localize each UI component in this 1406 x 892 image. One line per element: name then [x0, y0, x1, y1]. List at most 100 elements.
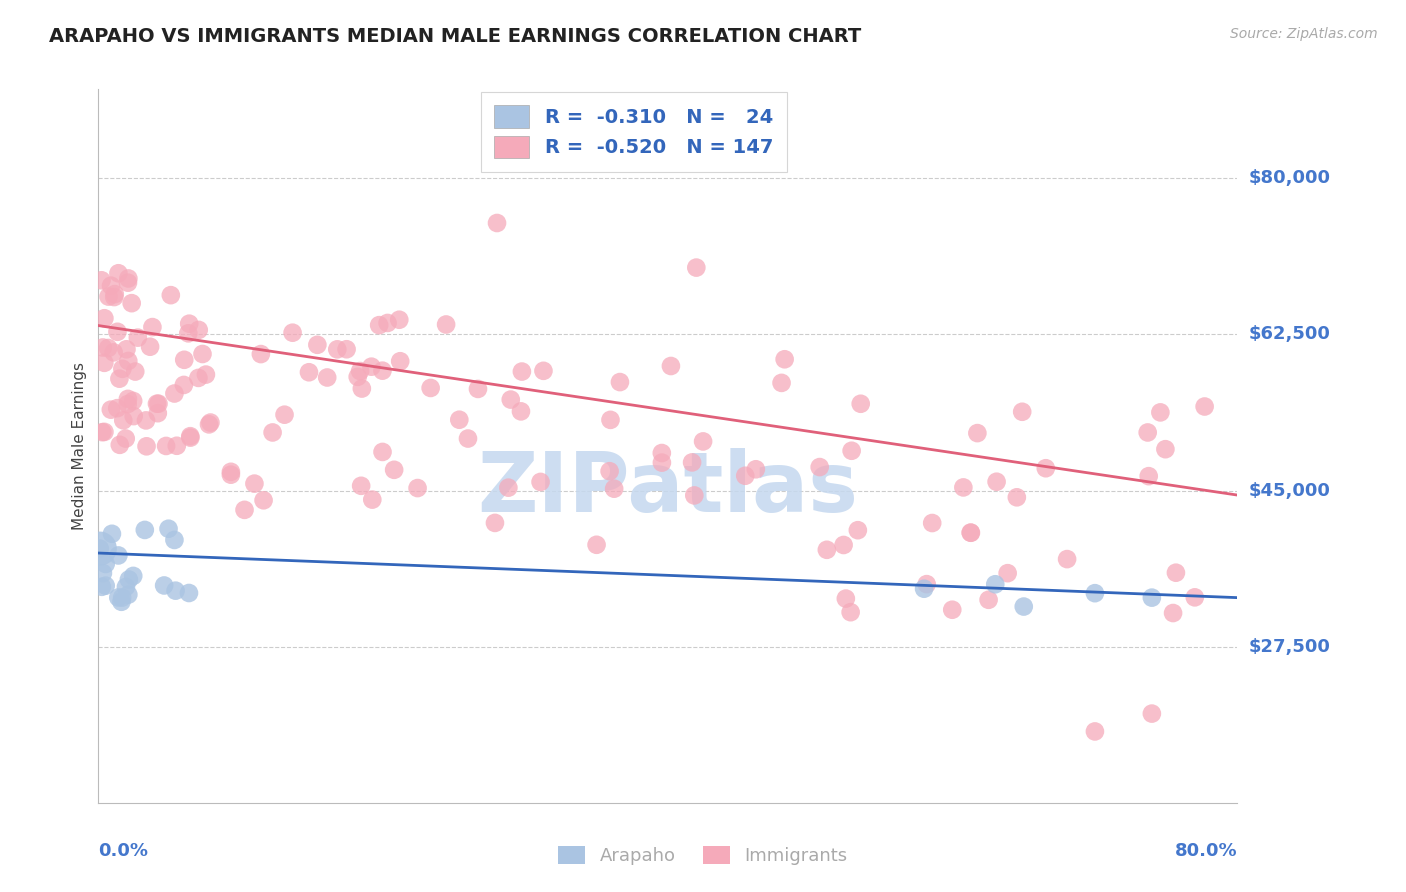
Point: [350, 479, 373, 493]
Point: [157, 522, 180, 536]
Point: [117, 392, 139, 406]
Point: [91, 566, 114, 580]
Point: [681, 455, 703, 469]
Text: 0.0%: 0.0%: [98, 842, 149, 860]
Point: [603, 482, 626, 496]
Point: [148, 397, 170, 411]
Point: [529, 475, 551, 489]
Point: [179, 317, 201, 331]
Point: [499, 392, 522, 407]
Point: [959, 525, 981, 540]
Point: [389, 354, 412, 368]
Point: [110, 595, 132, 609]
Point: [316, 370, 339, 384]
Point: [651, 446, 673, 460]
Point: [107, 266, 129, 280]
Point: [153, 578, 176, 592]
Point: [114, 432, 136, 446]
Point: [146, 397, 169, 411]
Point: [141, 320, 163, 334]
Point: [273, 408, 295, 422]
Point: [91, 341, 114, 355]
Point: [692, 434, 714, 449]
Point: [457, 432, 479, 446]
Point: [108, 372, 131, 386]
Point: [194, 368, 217, 382]
Point: [915, 577, 938, 591]
Point: [1154, 442, 1177, 457]
Point: [93, 425, 115, 439]
Point: [104, 287, 127, 301]
Point: [1161, 606, 1184, 620]
Point: [1149, 405, 1171, 419]
Point: [177, 586, 200, 600]
Point: [103, 345, 125, 359]
Point: [111, 361, 134, 376]
Point: [93, 356, 115, 370]
Point: [198, 417, 221, 432]
Point: [683, 488, 706, 502]
Point: [262, 425, 284, 440]
Point: [91, 425, 114, 439]
Point: [609, 375, 631, 389]
Point: [984, 577, 1007, 591]
Point: [90, 580, 112, 594]
Point: [510, 404, 533, 418]
Point: [326, 343, 349, 357]
Point: [1184, 591, 1206, 605]
Point: [94, 579, 117, 593]
Text: $27,500: $27,500: [1249, 638, 1330, 656]
Point: [1084, 586, 1107, 600]
Point: [510, 365, 533, 379]
Point: [977, 592, 1000, 607]
Point: [146, 406, 169, 420]
Point: [651, 456, 673, 470]
Point: [107, 325, 129, 339]
Point: [100, 278, 122, 293]
Point: [163, 386, 186, 401]
Point: [745, 462, 768, 476]
Point: [191, 347, 214, 361]
Text: $45,000: $45,000: [1249, 482, 1330, 500]
Point: [770, 376, 793, 390]
Point: [921, 516, 943, 530]
Point: [685, 260, 707, 275]
Point: [127, 331, 149, 345]
Point: [1136, 425, 1159, 440]
Point: [100, 402, 122, 417]
Point: [1164, 566, 1187, 580]
Point: [165, 583, 187, 598]
Point: [179, 431, 201, 445]
Point: [960, 525, 983, 540]
Point: [419, 381, 441, 395]
Point: [281, 326, 304, 340]
Point: [115, 580, 138, 594]
Point: [599, 413, 621, 427]
Point: [839, 605, 862, 619]
Point: [773, 352, 796, 367]
Point: [139, 340, 162, 354]
Point: [815, 542, 838, 557]
Point: [135, 439, 157, 453]
Point: [94, 557, 117, 571]
Point: [486, 216, 509, 230]
Point: [187, 323, 209, 337]
Point: [382, 463, 405, 477]
Point: [173, 378, 195, 392]
Point: [117, 354, 139, 368]
Point: [155, 439, 177, 453]
Point: [599, 464, 621, 478]
Point: [117, 276, 139, 290]
Point: [1137, 469, 1160, 483]
Point: [841, 443, 863, 458]
Point: [233, 503, 256, 517]
Point: [368, 318, 391, 333]
Point: [849, 397, 872, 411]
Point: [107, 549, 129, 563]
Point: [97, 341, 120, 355]
Point: [1035, 461, 1057, 475]
Point: [173, 352, 195, 367]
Point: [1005, 491, 1028, 505]
Point: [1140, 706, 1163, 721]
Point: [997, 566, 1019, 581]
